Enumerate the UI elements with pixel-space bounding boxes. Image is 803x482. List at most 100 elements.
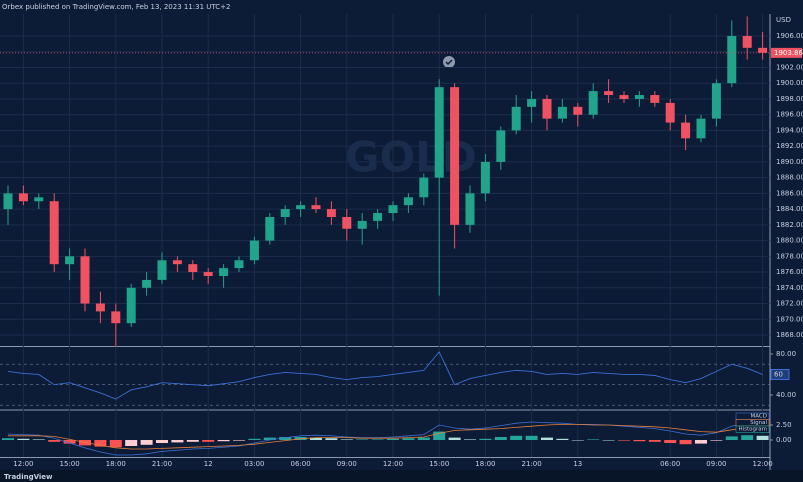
x-tick-label: 09:00 (337, 460, 357, 468)
histogram-bar (171, 440, 184, 443)
histogram-bar (433, 431, 446, 441)
candle-body (142, 279, 152, 288)
x-tick-label: 06:00 (291, 460, 311, 468)
candle-body (388, 205, 398, 214)
histogram-bar (402, 438, 415, 441)
candle-body (203, 272, 213, 276)
y-tick-label: 2.50 (776, 421, 792, 429)
footer-brand: TradingView (4, 473, 53, 481)
y-tick-label: 1876.00 (776, 268, 803, 276)
candle-body (188, 264, 198, 273)
y-tick-label: 1896.00 (776, 111, 803, 119)
last-value-label: 60 (774, 370, 783, 378)
histogram-bar (571, 440, 584, 441)
y-tick-label: 1888.00 (776, 174, 803, 182)
histogram-bar (263, 437, 276, 441)
x-tick-label: 09:00 (706, 460, 726, 468)
histogram-bar (648, 440, 661, 442)
candle-body (280, 209, 290, 217)
histogram-bar (48, 440, 61, 442)
histogram-bar (664, 440, 677, 444)
histogram-bar (756, 435, 769, 441)
x-tick-label: 12:00 (753, 460, 773, 468)
y-tick-label: 1874.00 (776, 284, 803, 292)
candle-body (588, 91, 598, 115)
macd-line (8, 423, 763, 450)
y-tick-label: 1892.00 (776, 142, 803, 150)
candle-body (296, 205, 306, 210)
candle-body (111, 311, 121, 324)
y-tick-label: 1898.00 (776, 95, 803, 103)
x-tick-label: 12 (204, 460, 213, 468)
histogram-bar (387, 438, 399, 441)
y-tick-label: 1870.00 (776, 315, 803, 323)
candle-body (542, 98, 552, 119)
candle-body (357, 220, 367, 229)
histogram-bar (310, 437, 322, 441)
candle-body (342, 216, 352, 229)
candle-body (511, 106, 521, 131)
candle-body (681, 122, 691, 139)
histogram-bar (156, 440, 168, 444)
candle-body (65, 256, 75, 265)
x-tick-label: 15:00 (60, 460, 80, 468)
legend-label: Signal (750, 420, 767, 426)
histogram-bar (125, 440, 138, 447)
candle-body (80, 256, 90, 304)
y-tick-label: 1902.00 (776, 63, 803, 71)
histogram-bar (202, 440, 215, 442)
histogram-bar (94, 440, 107, 447)
histogram-bar (725, 436, 738, 441)
candle-body (95, 303, 105, 312)
x-tick-label: 18:00 (106, 460, 126, 468)
histogram-bar (233, 440, 245, 441)
y-tick-label: 1906.00 (776, 32, 803, 40)
candle-body (465, 193, 475, 225)
histogram-bar (464, 439, 476, 441)
candle-body (172, 260, 182, 265)
candle-body (496, 130, 506, 162)
y-tick-label: 1880.00 (776, 237, 803, 245)
x-tick-label: 21:00 (522, 460, 542, 468)
x-tick-label: 06:00 (660, 460, 680, 468)
histogram-bar (186, 440, 199, 442)
legend-label: Histogram (738, 427, 767, 433)
histogram-bar (510, 435, 523, 441)
candle-body (742, 36, 752, 48)
candle-body (18, 193, 28, 202)
candle-body (527, 98, 537, 107)
candle-body (249, 240, 259, 261)
candle-body (34, 197, 44, 202)
histogram-bar (340, 439, 353, 441)
histogram-bar (17, 438, 30, 441)
y-tick-label: 0.00 (776, 436, 792, 444)
rsi-line (7, 351, 763, 400)
histogram-bar (140, 440, 153, 445)
x-tick-label: 12:00 (383, 460, 403, 468)
candle-body (403, 197, 413, 206)
candle-body (619, 95, 629, 99)
y-tick-label: 1872.00 (776, 300, 803, 308)
x-tick-label: 21:00 (152, 460, 172, 468)
legend-box (735, 425, 770, 433)
x-tick-label: 18:00 (475, 460, 495, 468)
histogram-bar (710, 440, 723, 441)
candle-body (450, 87, 460, 225)
histogram-bar (602, 440, 615, 441)
histogram-bar (356, 439, 369, 441)
candle-body (727, 36, 737, 84)
footer-bar (0, 470, 803, 482)
candle-body (373, 213, 383, 221)
histogram-bar (371, 439, 384, 441)
histogram-bar (109, 440, 122, 448)
candle-body (604, 91, 614, 96)
histogram-bar (679, 440, 692, 445)
y-tick-label: 1886.00 (776, 189, 803, 197)
histogram-bar (556, 438, 569, 441)
candle-body (634, 95, 644, 99)
histogram-bar (325, 438, 338, 441)
histogram-bar (541, 437, 553, 441)
histogram-bar (217, 440, 230, 442)
idea-check (445, 59, 453, 66)
